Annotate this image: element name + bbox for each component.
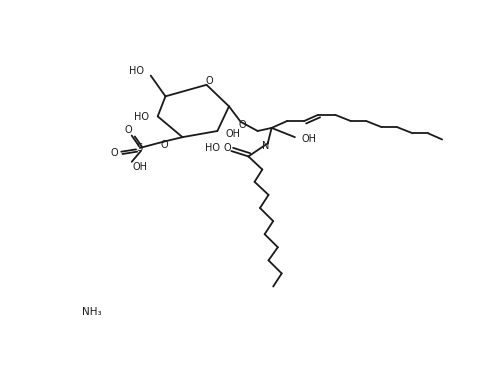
Text: O: O	[125, 125, 132, 135]
Text: N: N	[262, 141, 269, 151]
Text: OH: OH	[226, 129, 241, 139]
Text: O: O	[205, 76, 213, 86]
Text: O: O	[224, 142, 231, 153]
Text: O: O	[161, 140, 168, 150]
Text: HO: HO	[205, 143, 220, 153]
Text: OH: OH	[302, 134, 317, 144]
Text: NH₃: NH₃	[82, 307, 101, 317]
Text: HO: HO	[129, 66, 144, 76]
Text: O: O	[239, 120, 247, 130]
Text: S: S	[137, 143, 143, 153]
Text: O: O	[110, 148, 118, 157]
Text: HO: HO	[134, 112, 149, 122]
Text: OH: OH	[133, 162, 148, 172]
